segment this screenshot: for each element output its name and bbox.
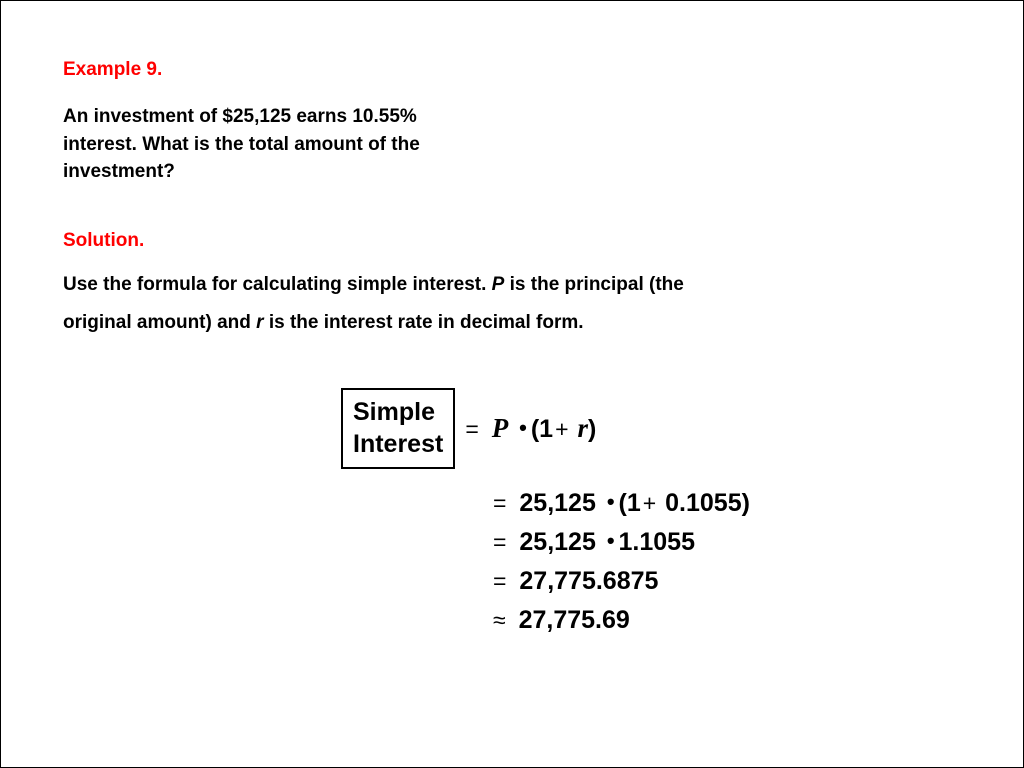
formula-box: Simple Interest [341, 388, 455, 469]
paren-close-1: ) [588, 415, 596, 443]
multiply-dot: • [519, 415, 527, 440]
equation-row-2: = 25,125 •(1+ 0.1055) [493, 489, 961, 518]
solution-description: Use the formula for calculating simple i… [63, 266, 703, 342]
approx-sign: ≈ [493, 607, 506, 633]
variable-p: P [492, 274, 505, 295]
multiplier-value: 1.1055 [619, 528, 695, 556]
box-line-2: Interest [353, 428, 443, 461]
equation-row-3: = 25,125 •1.1055 [493, 528, 961, 557]
example-heading: Example 9. [63, 59, 961, 81]
multiply-dot-2: • [607, 489, 615, 514]
equation-rhs-1: = P •(1+ r) [465, 413, 596, 444]
equation-row-4: = 27,775.6875 [493, 567, 961, 596]
equals-sign-2: = [493, 490, 506, 516]
plus-sign-1: + [555, 416, 568, 442]
solution-text-part3: is the interest rate in decimal form. [264, 312, 584, 333]
multiply-dot-3: • [607, 528, 615, 553]
box-line-1: Simple [353, 398, 435, 426]
paren-open-2: (1 [619, 489, 641, 517]
exact-result: 27,775.6875 [519, 567, 658, 595]
principal-value-3: 25,125 [519, 528, 595, 556]
p-variable: P [492, 413, 509, 443]
rounded-result: 27,775.69 [519, 606, 630, 634]
principal-value: 25,125 [519, 489, 595, 517]
equals-sign: = [465, 416, 478, 442]
plus-sign-2: + [643, 490, 656, 516]
paren-open-1: (1 [531, 415, 553, 443]
equation-block: Simple Interest = P •(1+ r) = 25,125 •(1… [341, 388, 961, 635]
equals-sign-4: = [493, 568, 506, 594]
equals-sign-3: = [493, 529, 506, 555]
rate-decimal: 0.1055) [665, 489, 750, 517]
equation-row-1: Simple Interest = P •(1+ r) [341, 388, 961, 469]
solution-text-part1: Use the formula for calculating simple i… [63, 274, 492, 295]
equation-row-5: ≈ 27,775.69 [493, 606, 961, 635]
r-variable: r [577, 413, 588, 443]
problem-statement: An investment of $25,125 earns 10.55% in… [63, 103, 443, 186]
variable-r: r [256, 312, 263, 333]
solution-heading: Solution. [63, 230, 961, 252]
